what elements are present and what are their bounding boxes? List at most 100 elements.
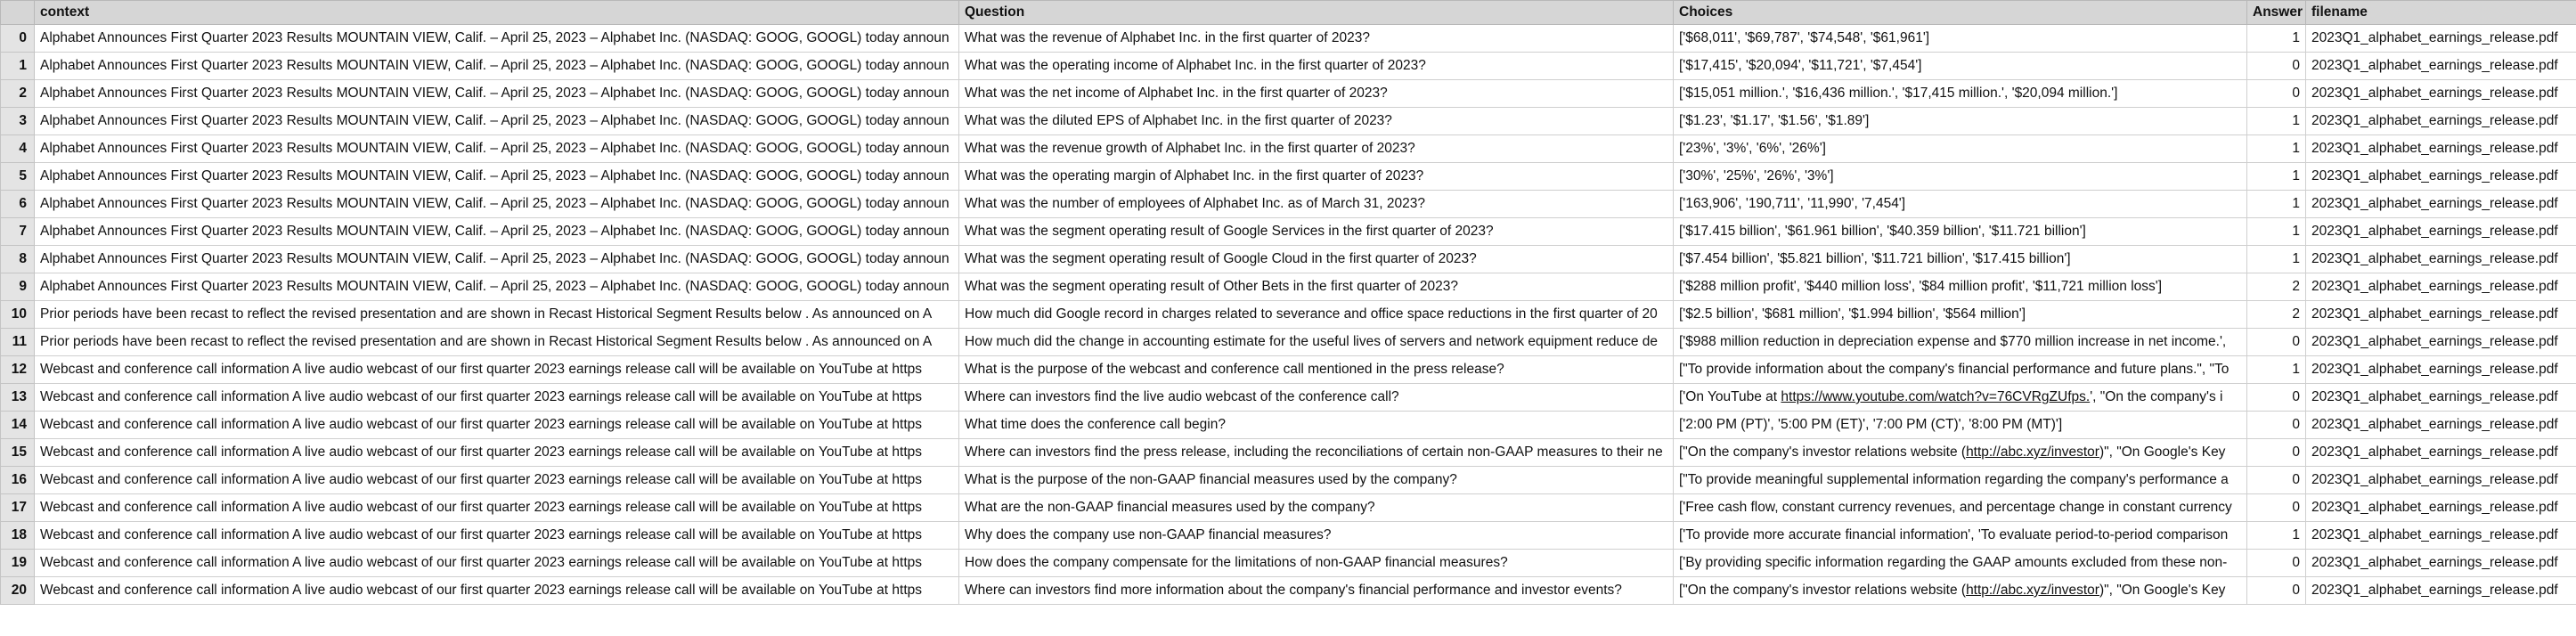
context-cell[interactable]: Alphabet Announces First Quarter 2023 Re… [34,52,959,80]
choices-cell[interactable]: ['$15,051 million.', '$16,436 million.',… [1673,79,2247,108]
table-row[interactable]: 14 Webcast and conference call informatio… [0,411,2576,439]
filename-cell[interactable]: 2023Q1_alphabet_earnings_release.pdf [2305,300,2576,329]
row-index-cell[interactable]: 13 [0,383,35,412]
row-index-cell[interactable]: 19 [0,549,35,577]
row-index-cell[interactable]: 12 [0,355,35,384]
context-cell[interactable]: Webcast and conference call information … [34,383,959,412]
filename-cell[interactable]: 2023Q1_alphabet_earnings_release.pdf [2305,52,2576,80]
question-cell[interactable]: What are the non-GAAP financial measures… [958,493,1674,522]
question-cell[interactable]: What was the operating income of Alphabe… [958,52,1674,80]
choices-cell[interactable]: ['$2.5 billion', '$681 million', '$1.994… [1673,300,2247,329]
question-cell[interactable]: What was the net income of Alphabet Inc.… [958,79,1674,108]
question-cell[interactable]: What was the segment operating result of… [958,245,1674,273]
question-cell[interactable]: How does the company compensate for the … [958,549,1674,577]
context-cell[interactable]: Webcast and conference call information … [34,521,959,550]
answer-cell[interactable]: 0 [2246,383,2306,412]
table-row[interactable]: 18 Webcast and conference call informatio… [0,521,2576,550]
row-index-cell[interactable]: 11 [0,328,35,356]
column-header-index[interactable] [0,0,35,25]
context-cell[interactable]: Webcast and conference call information … [34,466,959,494]
row-index-cell[interactable]: 20 [0,576,35,605]
choices-cell[interactable]: ["On the company's investor relations we… [1673,576,2247,605]
question-cell[interactable]: Where can investors find the live audio … [958,383,1674,412]
filename-cell[interactable]: 2023Q1_alphabet_earnings_release.pdf [2305,328,2576,356]
url-link[interactable]: https://www.youtube.com/watch?v=76CVRgZU… [1781,389,2091,404]
filename-cell[interactable]: 2023Q1_alphabet_earnings_release.pdf [2305,521,2576,550]
column-header-question[interactable]: Question [958,0,1674,25]
table-row[interactable]: 16 Webcast and conference call informatio… [0,466,2576,494]
question-cell[interactable]: What is the purpose of the non-GAAP fina… [958,466,1674,494]
table-row[interactable]: 3 Alphabet Announces First Quarter 2023 R… [0,107,2576,135]
answer-cell[interactable]: 1 [2246,107,2306,135]
answer-cell[interactable]: 0 [2246,52,2306,80]
context-cell[interactable]: Webcast and conference call information … [34,549,959,577]
filename-cell[interactable]: 2023Q1_alphabet_earnings_release.pdf [2305,190,2576,218]
row-index-cell[interactable]: 3 [0,107,35,135]
filename-cell[interactable]: 2023Q1_alphabet_earnings_release.pdf [2305,135,2576,163]
context-cell[interactable]: Alphabet Announces First Quarter 2023 Re… [34,79,959,108]
table-row[interactable]: 2 Alphabet Announces First Quarter 2023 R… [0,79,2576,108]
table-row[interactable]: 6 Alphabet Announces First Quarter 2023 R… [0,190,2576,218]
answer-cell[interactable]: 0 [2246,328,2306,356]
row-index-cell[interactable]: 17 [0,493,35,522]
table-row[interactable]: 0 Alphabet Announces First Quarter 2023 R… [0,24,2576,53]
column-header-choices[interactable]: Choices [1673,0,2247,25]
row-index-cell[interactable]: 2 [0,79,35,108]
column-header-context[interactable]: context [34,0,959,25]
table-row[interactable]: 8 Alphabet Announces First Quarter 2023 R… [0,245,2576,273]
choices-cell[interactable]: ['30%', '25%', '26%', '3%'] [1673,162,2247,191]
choices-cell[interactable]: ['2:00 PM (PT)', '5:00 PM (ET)', '7:00 P… [1673,411,2247,439]
choices-cell[interactable]: ["To provide meaningful supplemental inf… [1673,466,2247,494]
context-cell[interactable]: Alphabet Announces First Quarter 2023 Re… [34,217,959,246]
answer-cell[interactable]: 0 [2246,466,2306,494]
answer-cell[interactable]: 1 [2246,190,2306,218]
filename-cell[interactable]: 2023Q1_alphabet_earnings_release.pdf [2305,355,2576,384]
context-cell[interactable]: Prior periods have been recast to reflec… [34,328,959,356]
choices-cell[interactable]: ['$288 million profit', '$440 million lo… [1673,273,2247,301]
answer-cell[interactable]: 0 [2246,79,2306,108]
choices-cell[interactable]: ['Free cash flow, constant currency reve… [1673,493,2247,522]
row-index-cell[interactable]: 10 [0,300,35,329]
context-cell[interactable]: Webcast and conference call information … [34,355,959,384]
table-row[interactable]: 15 Webcast and conference call informatio… [0,438,2576,467]
answer-cell[interactable]: 1 [2246,245,2306,273]
context-cell[interactable]: Alphabet Announces First Quarter 2023 Re… [34,273,959,301]
filename-cell[interactable]: 2023Q1_alphabet_earnings_release.pdf [2305,411,2576,439]
filename-cell[interactable]: 2023Q1_alphabet_earnings_release.pdf [2305,162,2576,191]
column-header-filename[interactable]: filename [2305,0,2576,25]
table-row[interactable]: 17 Webcast and conference call informatio… [0,493,2576,522]
filename-cell[interactable]: 2023Q1_alphabet_earnings_release.pdf [2305,107,2576,135]
filename-cell[interactable]: 2023Q1_alphabet_earnings_release.pdf [2305,466,2576,494]
table-row[interactable]: 4 Alphabet Announces First Quarter 2023 R… [0,135,2576,163]
answer-cell[interactable]: 1 [2246,521,2306,550]
context-cell[interactable]: Webcast and conference call information … [34,576,959,605]
table-row[interactable]: 12 Webcast and conference call informatio… [0,355,2576,384]
question-cell[interactable]: What was the number of employees of Alph… [958,190,1674,218]
filename-cell[interactable]: 2023Q1_alphabet_earnings_release.pdf [2305,576,2576,605]
url-link[interactable]: http://abc.xyz/investor [1966,583,2099,598]
context-cell[interactable]: Alphabet Announces First Quarter 2023 Re… [34,162,959,191]
row-index-cell[interactable]: 8 [0,245,35,273]
context-cell[interactable]: Prior periods have been recast to reflec… [34,300,959,329]
context-cell[interactable]: Alphabet Announces First Quarter 2023 Re… [34,107,959,135]
context-cell[interactable]: Alphabet Announces First Quarter 2023 Re… [34,190,959,218]
answer-cell[interactable]: 1 [2246,24,2306,53]
table-row[interactable]: 20 Webcast and conference call informatio… [0,576,2576,605]
filename-cell[interactable]: 2023Q1_alphabet_earnings_release.pdf [2305,383,2576,412]
answer-cell[interactable]: 0 [2246,493,2306,522]
filename-cell[interactable]: 2023Q1_alphabet_earnings_release.pdf [2305,273,2576,301]
choices-cell[interactable]: ['$17.415 billion', '$61.961 billion', '… [1673,217,2247,246]
filename-cell[interactable]: 2023Q1_alphabet_earnings_release.pdf [2305,79,2576,108]
row-index-cell[interactable]: 1 [0,52,35,80]
choices-cell[interactable]: ['$1.23', '$1.17', '$1.56', '$1.89'] [1673,107,2247,135]
row-index-cell[interactable]: 14 [0,411,35,439]
filename-cell[interactable]: 2023Q1_alphabet_earnings_release.pdf [2305,24,2576,53]
table-row[interactable]: 9 Alphabet Announces First Quarter 2023 R… [0,273,2576,301]
filename-cell[interactable]: 2023Q1_alphabet_earnings_release.pdf [2305,493,2576,522]
answer-cell[interactable]: 0 [2246,438,2306,467]
answer-cell[interactable]: 0 [2246,411,2306,439]
row-index-cell[interactable]: 16 [0,466,35,494]
choices-cell[interactable]: ['By providing specific information rega… [1673,549,2247,577]
row-index-cell[interactable]: 0 [0,24,35,53]
context-cell[interactable]: Alphabet Announces First Quarter 2023 Re… [34,24,959,53]
